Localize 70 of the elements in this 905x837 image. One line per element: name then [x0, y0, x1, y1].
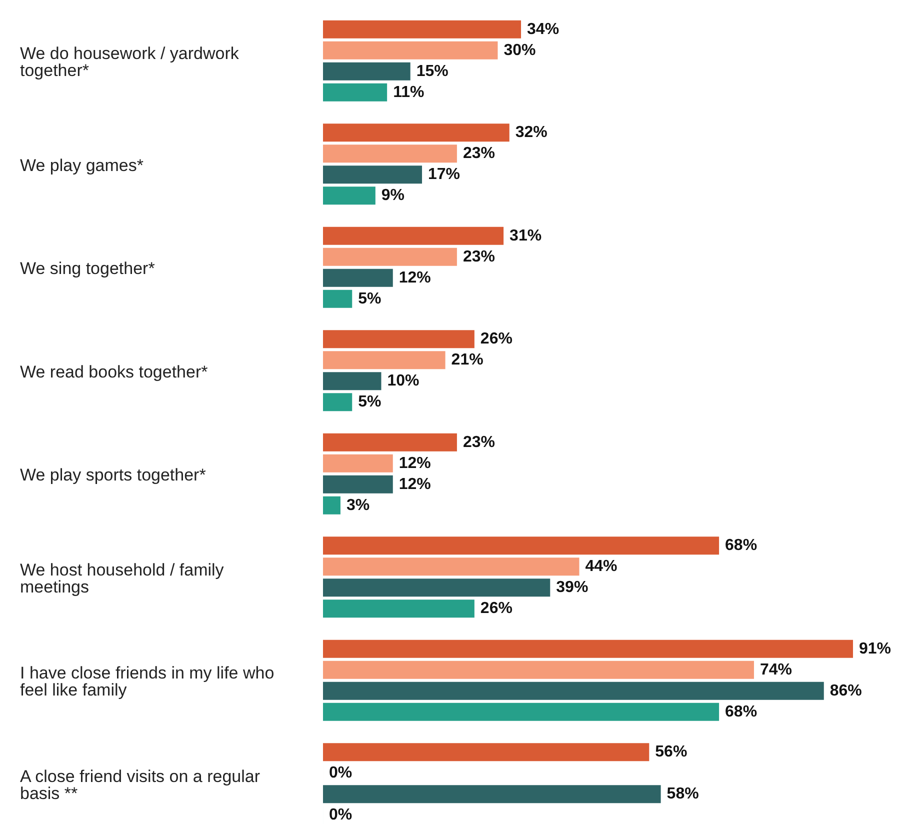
- data-label: 74%: [760, 661, 792, 678]
- data-label: 10%: [387, 372, 420, 390]
- bar: [323, 682, 824, 700]
- data-label: 32%: [515, 124, 548, 142]
- bar: [323, 558, 580, 576]
- bar: [323, 186, 376, 205]
- bar: [323, 475, 393, 494]
- data-label: 12%: [398, 454, 431, 472]
- data-label: 91%: [859, 640, 892, 658]
- data-label: 23%: [462, 248, 495, 266]
- data-label: 12%: [398, 269, 431, 286]
- data-label: 23%: [462, 434, 495, 451]
- data-label: 68%: [725, 703, 758, 720]
- data-label: 23%: [462, 145, 495, 162]
- bar: [323, 351, 446, 370]
- y-tick-label: I have close friends in my life who feel like family: [20, 664, 274, 700]
- y-tick-label: We host household / family meetings: [20, 560, 224, 596]
- data-label: 15%: [416, 62, 448, 80]
- bar: [323, 83, 388, 102]
- y-tick-label: We sing together*: [20, 259, 156, 278]
- data-label: 68%: [725, 537, 758, 554]
- bar: [323, 290, 352, 308]
- data-label: 39%: [556, 579, 588, 596]
- y-tick-label: We read books together*: [20, 362, 208, 382]
- data-label: 5%: [358, 290, 382, 308]
- data-label: 9%: [381, 187, 405, 204]
- bar: [323, 393, 352, 412]
- bar: [323, 536, 720, 555]
- data-label: 86%: [830, 682, 862, 700]
- bar: [323, 20, 522, 38]
- bar: [323, 600, 474, 618]
- bar: [323, 248, 457, 266]
- data-label: 44%: [585, 558, 618, 576]
- bar: [323, 166, 422, 184]
- data-label: 0%: [329, 806, 352, 824]
- bar: [323, 702, 720, 721]
- bar: [323, 268, 393, 287]
- bar: [323, 496, 340, 514]
- data-label: 11%: [393, 84, 424, 101]
- bar: [323, 372, 382, 390]
- data-label: 12%: [398, 476, 431, 493]
- data-label: 21%: [451, 352, 484, 369]
- data-label: 56%: [655, 744, 688, 761]
- bar: [323, 124, 510, 142]
- y-tick-label: We play sports together*: [20, 466, 206, 485]
- data-label: 31%: [510, 227, 542, 244]
- bar: [323, 144, 457, 163]
- data-label: 58%: [666, 786, 699, 803]
- bar: [323, 62, 410, 80]
- bar: [323, 41, 498, 60]
- bar: [323, 454, 393, 472]
- bar: [323, 785, 661, 804]
- y-tick-label: We do housework / yardwork together*: [20, 44, 240, 80]
- bar: [323, 743, 650, 762]
- bar: [323, 330, 474, 348]
- y-tick-label: We play games*: [20, 156, 144, 175]
- data-label: 34%: [527, 20, 560, 38]
- bar: [323, 226, 504, 245]
- bar: [323, 640, 853, 658]
- data-label: 0%: [329, 764, 352, 782]
- data-label: 3%: [346, 496, 370, 514]
- y-tick-label: A close friend visits on a regular basis **: [20, 766, 260, 803]
- bar: [323, 578, 550, 597]
- bar: [323, 660, 754, 679]
- data-label: 26%: [480, 600, 512, 618]
- data-label: 17%: [428, 166, 460, 184]
- data-label: 26%: [480, 330, 512, 348]
- bar: [323, 433, 457, 452]
- data-label: 5%: [358, 394, 382, 411]
- data-label: 30%: [504, 42, 536, 59]
